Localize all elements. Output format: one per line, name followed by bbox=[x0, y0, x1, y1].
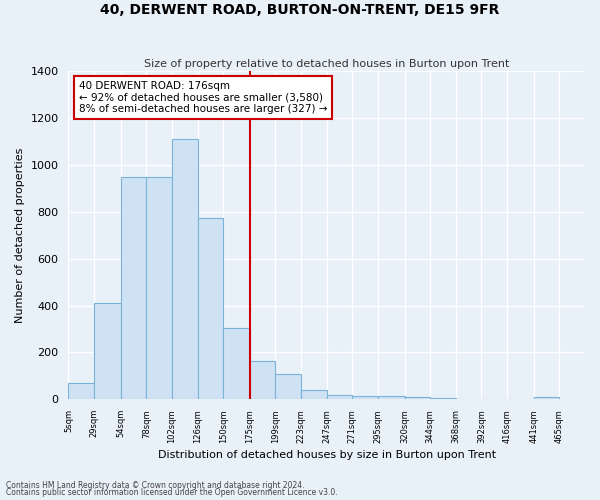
Bar bbox=[327, 394, 352, 400]
Bar bbox=[534, 397, 559, 400]
Bar bbox=[68, 383, 94, 400]
Bar bbox=[121, 176, 146, 400]
Text: 40, DERWENT ROAD, BURTON-ON-TRENT, DE15 9FR: 40, DERWENT ROAD, BURTON-ON-TRENT, DE15 … bbox=[100, 2, 500, 16]
Bar bbox=[197, 218, 223, 400]
Text: Contains HM Land Registry data © Crown copyright and database right 2024.: Contains HM Land Registry data © Crown c… bbox=[6, 480, 305, 490]
Text: Contains public sector information licensed under the Open Government Licence v3: Contains public sector information licen… bbox=[6, 488, 338, 497]
Bar bbox=[301, 390, 327, 400]
X-axis label: Distribution of detached houses by size in Burton upon Trent: Distribution of detached houses by size … bbox=[158, 450, 496, 460]
Bar bbox=[172, 139, 197, 400]
Bar bbox=[275, 374, 301, 400]
Bar bbox=[250, 360, 275, 400]
Title: Size of property relative to detached houses in Burton upon Trent: Size of property relative to detached ho… bbox=[144, 59, 509, 69]
Bar bbox=[378, 396, 404, 400]
Y-axis label: Number of detached properties: Number of detached properties bbox=[15, 148, 25, 323]
Bar bbox=[146, 176, 172, 400]
Bar bbox=[223, 328, 250, 400]
Text: 40 DERWENT ROAD: 176sqm
← 92% of detached houses are smaller (3,580)
8% of semi-: 40 DERWENT ROAD: 176sqm ← 92% of detache… bbox=[79, 81, 327, 114]
Bar bbox=[404, 397, 430, 400]
Bar bbox=[94, 303, 121, 400]
Bar bbox=[430, 398, 456, 400]
Bar bbox=[352, 396, 378, 400]
